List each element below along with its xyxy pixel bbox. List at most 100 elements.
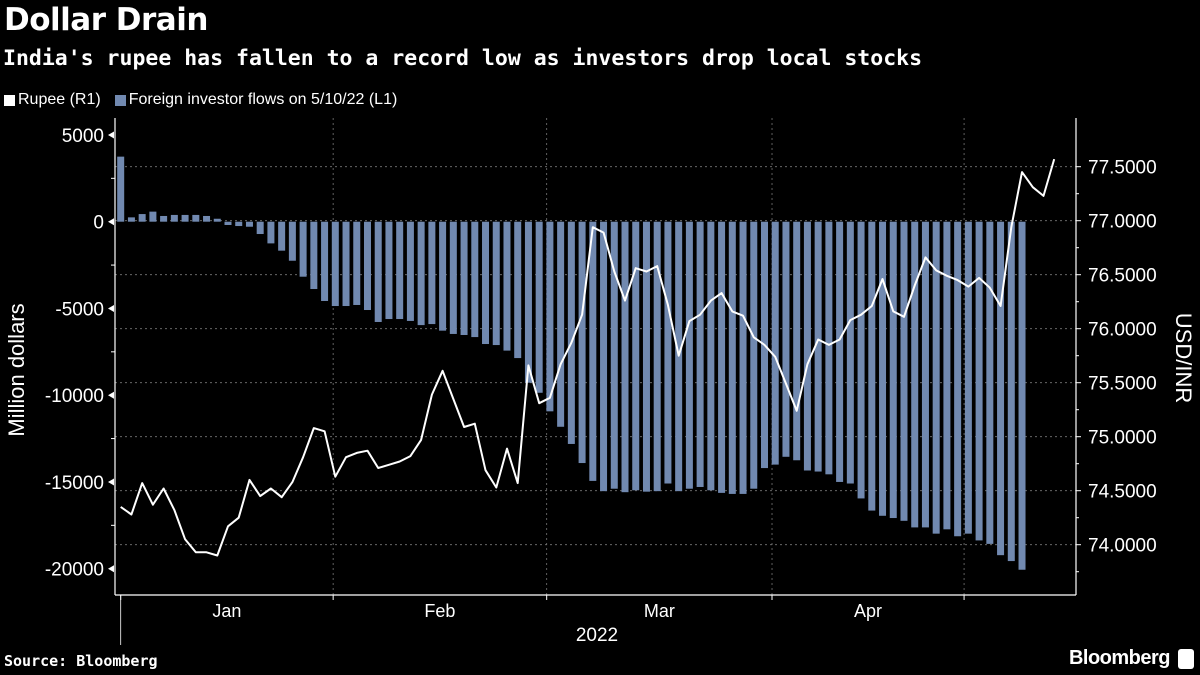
left-axis-title: Million dollars [4,303,29,436]
flow-bar [771,221,779,465]
flow-bar [535,221,543,393]
right-tick-label: 77.0000 [1088,212,1157,233]
left-tick-label: -5000 [55,299,104,320]
flow-bar [932,221,940,534]
flow-bar [310,221,318,290]
rupee-line-group [120,158,1056,557]
flow-bar [997,221,1005,556]
flow-bar [782,221,790,457]
flow-bar [503,221,511,351]
left-tick-label: 0 [93,213,104,234]
flow-bar [1018,221,1026,570]
flow-bar [600,221,608,492]
flow-bar [793,221,801,461]
flow-bar [943,221,951,530]
flow-bar [321,221,329,301]
flow-bar [482,221,490,345]
x-tick-label: Apr [854,601,882,621]
left-tick-marker [108,391,114,399]
flow-bar [213,218,221,222]
flow-bar [245,221,253,227]
flow-bar [160,215,168,222]
rupee-line [120,158,1056,557]
flow-bar [825,221,833,475]
flow-bar [278,221,286,251]
flow-bar [192,214,200,222]
flow-bar [331,221,339,307]
chart-subtitle: India's rupee has fallen to a record low… [3,46,923,71]
flow-bar [449,221,457,334]
flow-bar [406,221,414,321]
flow-bar [664,221,672,484]
right-tick-label: 75.0000 [1088,428,1157,449]
legend-item-flows: Foreign investor flows on 5/10/22 (L1) [114,91,398,109]
flow-bar [396,221,404,320]
x-tick-label: Mar [644,601,675,621]
x-tick-label: Jan [212,601,241,621]
flow-bars [117,156,1026,570]
left-tick-marker [108,131,114,139]
flow-bar [975,221,983,541]
left-tick-label: 5000 [62,126,104,147]
legend-swatch-flows [114,94,126,106]
flow-bar [696,221,704,487]
legend-item-rupee: Rupee (R1) [4,91,101,109]
flow-bar [803,221,811,471]
flow-bar [524,221,532,383]
source-note: Source: Bloomberg [4,652,158,670]
left-tick-label: -20000 [45,560,104,581]
flow-bar [964,221,972,534]
flow-bar [117,156,125,222]
flow-bar [836,221,844,482]
flow-bar [353,221,361,305]
right-tick-label: 75.5000 [1088,374,1157,395]
flow-bar [750,221,758,489]
x-axis-year-label: 2022 [576,625,618,646]
flow-bar [685,221,693,489]
flow-bar [256,221,264,235]
flow-bar [632,221,640,491]
left-tick-label: -10000 [45,386,104,407]
flow-bar [363,221,371,311]
flow-bar [728,221,736,494]
flow-bar [138,214,146,222]
flow-bar [471,221,479,338]
flow-bar [814,221,822,472]
flow-bar [718,221,726,493]
bloomberg-chart-icon [1178,649,1194,669]
flow-bar [642,221,650,492]
flow-bar [546,221,554,412]
flow-bar [857,221,865,499]
bloomberg-logo: Bloomberg [1068,647,1171,669]
legend: Rupee (R1) Foreign investor flows on 5/1… [4,91,397,109]
legend-label-flows: Foreign investor flows on 5/10/22 (L1) [128,91,398,108]
flow-bar [868,221,876,511]
flow-bar [149,211,157,222]
flow-bar [900,221,908,521]
right-tick-label: 76.5000 [1088,266,1157,287]
left-tick-marker [108,304,114,312]
flow-bar [911,221,919,528]
flow-bar [921,221,929,528]
flow-bar [578,221,586,464]
left-tick-marker [108,565,114,573]
flow-bar [267,221,275,244]
flow-bar [610,221,618,489]
x-tick-label: Feb [424,601,455,621]
flow-bar [621,221,629,493]
flow-bar [170,214,178,222]
flow-bar [342,221,350,307]
flow-bar [417,221,425,326]
left-tick-label: -15000 [45,473,104,494]
left-tick-marker [108,218,114,226]
flow-bar [428,221,436,325]
flow-bar [439,221,447,331]
flow-bar [460,221,468,335]
right-axis-title: USD/INR [1171,313,1196,403]
flow-bar [653,221,661,492]
axes: 5000 0 -5000 -10000 -15000 -20000 77.5000 77.00… [45,118,1157,645]
flow-bar [181,214,189,222]
left-tick-marker [108,478,114,486]
flow-bar [385,221,393,320]
